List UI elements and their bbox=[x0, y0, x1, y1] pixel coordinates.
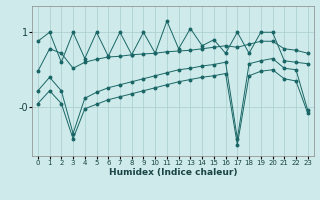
X-axis label: Humidex (Indice chaleur): Humidex (Indice chaleur) bbox=[108, 168, 237, 177]
